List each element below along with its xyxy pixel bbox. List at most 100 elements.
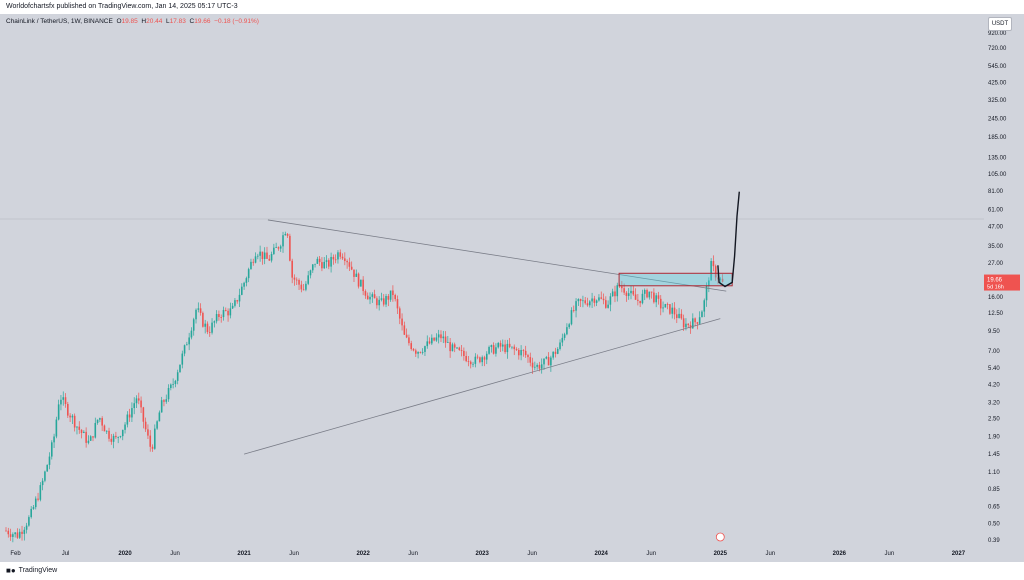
candle-body [371, 294, 374, 297]
candle-body [508, 343, 511, 347]
candle-body [328, 260, 330, 267]
y-tick-label: 135.00 [988, 156, 1007, 162]
currency-button[interactable]: USDT [988, 17, 1012, 31]
x-tick-label: Jun [884, 551, 894, 557]
candle-body [80, 429, 83, 433]
candle-body [330, 256, 332, 267]
candle-body [334, 259, 337, 261]
candle-body [463, 350, 465, 356]
candle-body [588, 301, 591, 306]
candle-body [627, 293, 630, 296]
candle-body [380, 298, 383, 300]
candle-body [424, 346, 426, 352]
candle-body [520, 349, 522, 356]
y-tick-label: 1.45 [988, 452, 1000, 458]
y-tick-label-partial: 920.00 [988, 31, 1007, 37]
candle-body [87, 440, 90, 443]
candle-body [9, 534, 12, 537]
candle-body [591, 298, 593, 302]
candle-body [131, 408, 133, 418]
resistance-box [618, 272, 733, 287]
candle-body [360, 279, 362, 287]
candle-body [442, 336, 445, 339]
candle-body [126, 414, 129, 425]
chart-pane[interactable] [0, 14, 984, 562]
y-tick-label: 245.00 [988, 117, 1007, 123]
candle-body [224, 309, 227, 311]
candle-body [362, 279, 364, 292]
candle-body [458, 347, 461, 351]
candle-body [662, 307, 664, 309]
candle-body [401, 318, 403, 326]
candle-body [412, 349, 415, 351]
candle-body [67, 403, 69, 416]
candle-body [279, 246, 282, 249]
candle-body [369, 296, 371, 300]
candle-body [389, 290, 392, 300]
candle-body [117, 436, 119, 438]
candle-body [39, 485, 42, 500]
candle-body [680, 313, 683, 319]
y-tick-label: 3.20 [988, 400, 1000, 406]
candle-body [190, 330, 193, 338]
candle-body [382, 298, 385, 305]
candle-body [634, 294, 637, 300]
candle-body [160, 400, 163, 413]
candle-body [659, 298, 662, 309]
candle-body [199, 308, 202, 313]
candle-body [538, 364, 541, 369]
candle-body [32, 507, 35, 509]
candle-body [650, 291, 653, 293]
candle-body [165, 399, 168, 402]
x-tick-label: 2027 [952, 551, 966, 557]
candle-body [21, 531, 23, 534]
candle-body [648, 291, 651, 298]
x-tick-label: Jun [765, 551, 775, 557]
candle-body [218, 314, 220, 317]
candle-body [128, 414, 131, 418]
candle-body [545, 357, 548, 359]
candle-body [337, 252, 339, 260]
change-value: −0.18 (−0.91%) [214, 18, 259, 25]
candle-body [295, 279, 298, 281]
candle-body [692, 318, 694, 329]
candle-body [469, 361, 472, 365]
y-tick-label: 2.50 [988, 416, 1000, 422]
candle-body [289, 235, 291, 261]
candle-body [309, 270, 312, 276]
candle-body [611, 291, 614, 297]
candle-body [69, 415, 71, 418]
candle-body [222, 309, 225, 318]
open-value: 19.85 [121, 18, 138, 25]
x-tick-label: 2021 [237, 551, 251, 557]
candle-body [179, 364, 181, 373]
candle-body [94, 422, 97, 438]
candle-body [364, 291, 367, 296]
candle-body [575, 301, 577, 311]
tradingview-brand: ■● TradingView [6, 562, 57, 580]
candle-body [263, 252, 266, 260]
candle-body [646, 289, 648, 298]
candle-body [547, 357, 550, 366]
candle-body [444, 336, 447, 343]
candle-body [518, 349, 520, 356]
high-value: 20.44 [146, 18, 163, 25]
candle-body [616, 285, 619, 297]
candle-body [625, 292, 628, 296]
candle-body [657, 295, 660, 299]
candle-body [678, 313, 680, 318]
candle-body [682, 318, 685, 328]
symbol-name: ChainLink / TetherUS, 1W, BINANCE [6, 18, 113, 25]
candle-body [675, 314, 678, 318]
candle-body [76, 426, 78, 428]
x-tick-label: Jun [289, 551, 299, 557]
y-tick-label: 0.65 [988, 505, 1000, 511]
candle-body [504, 344, 506, 353]
candle-body [357, 273, 360, 287]
candle-body [156, 421, 158, 429]
candle-body [305, 283, 307, 290]
candle-body [57, 404, 60, 420]
candle-body [332, 256, 335, 260]
candlestick-chart[interactable]: 720.00 545.00 425.00 325.00 245.00 185.00 135.… [0, 0, 1024, 562]
candle-body [270, 254, 273, 261]
